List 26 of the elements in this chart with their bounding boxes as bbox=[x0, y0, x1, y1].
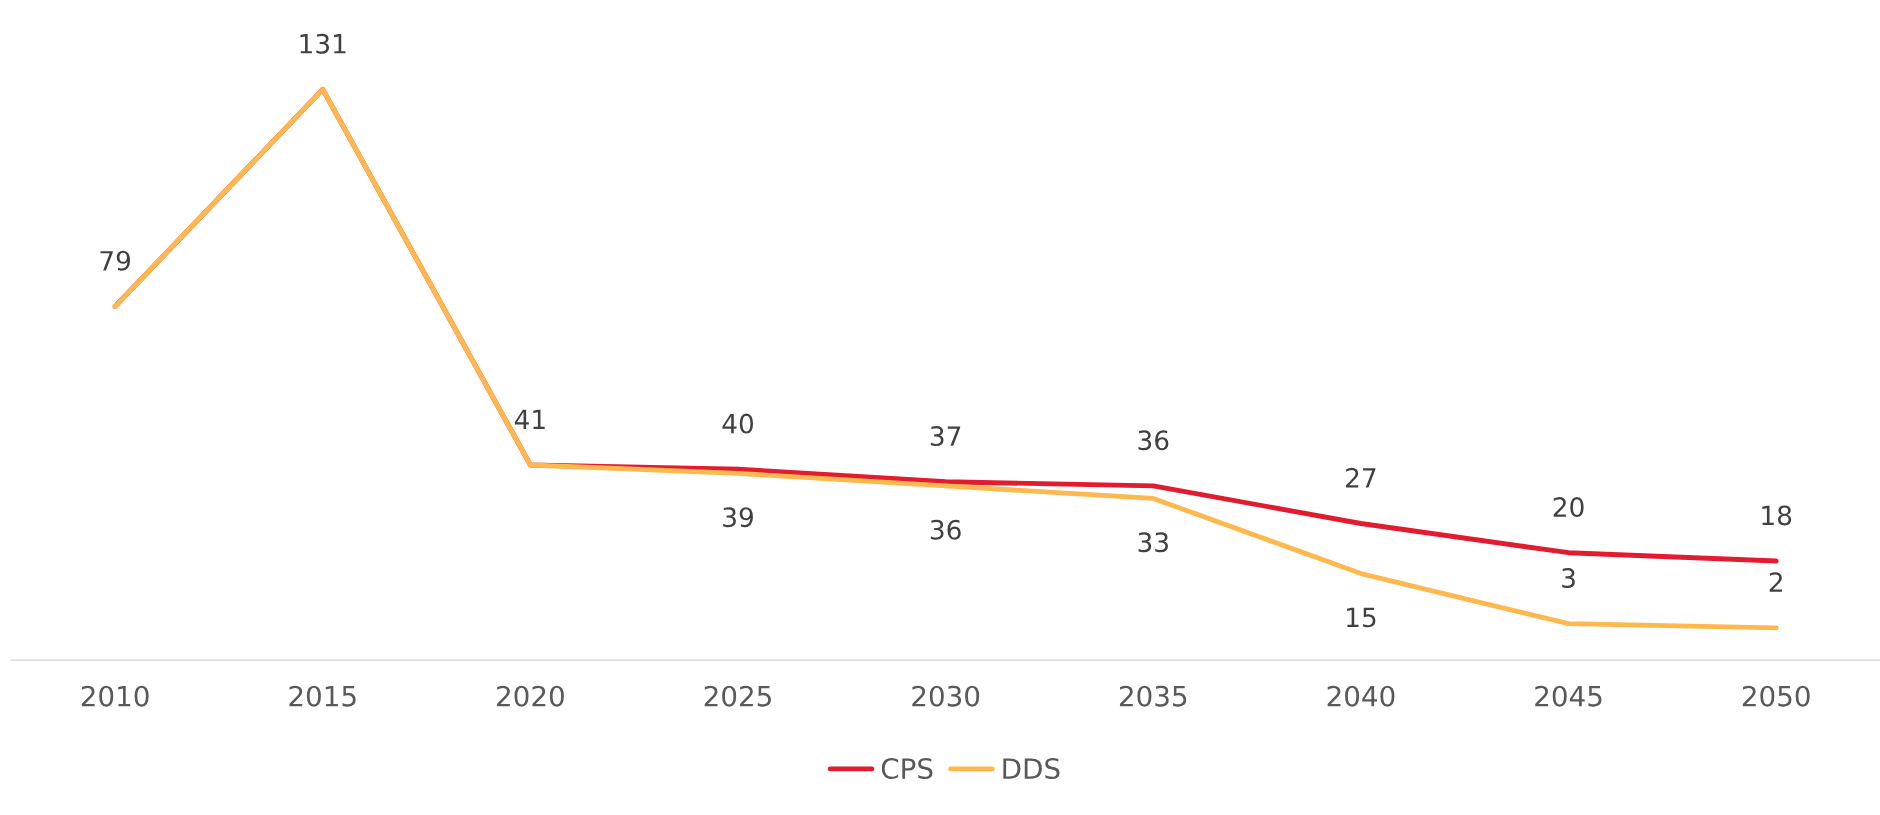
x-tick-label: 2045 bbox=[1535, 685, 1602, 707]
data-label: 37 bbox=[930, 426, 961, 447]
data-label: 3 bbox=[1562, 568, 1575, 588]
data-label: 39 bbox=[723, 507, 753, 528]
legend-label: DDS bbox=[1003, 758, 1060, 780]
data-label: 36 bbox=[930, 519, 961, 540]
data-label: 41 bbox=[514, 409, 545, 429]
x-tick-label: 2030 bbox=[912, 685, 980, 707]
data-label: 79 bbox=[100, 250, 131, 271]
x-tick-label: 2025 bbox=[704, 685, 771, 707]
x-tick-label: 2050 bbox=[1742, 685, 1810, 707]
data-label: 33 bbox=[1138, 532, 1168, 553]
data-label: 18 bbox=[1762, 505, 1792, 526]
x-tick-label: 2020 bbox=[497, 685, 564, 707]
x-tick-label: 2015 bbox=[289, 685, 356, 707]
data-label: 15 bbox=[1347, 607, 1376, 628]
data-label: 20 bbox=[1553, 497, 1584, 518]
data-label: 40 bbox=[722, 413, 754, 434]
data-label: 27 bbox=[1346, 467, 1376, 488]
legend-label: CPS bbox=[881, 758, 933, 780]
x-tick-label: 2035 bbox=[1119, 685, 1187, 707]
data-label: 36 bbox=[1138, 430, 1169, 451]
data-label: 2 bbox=[1769, 572, 1782, 592]
x-tick-label: 2010 bbox=[81, 685, 149, 707]
data-label: 131 bbox=[300, 33, 346, 54]
x-tick-label: 2040 bbox=[1327, 685, 1395, 707]
